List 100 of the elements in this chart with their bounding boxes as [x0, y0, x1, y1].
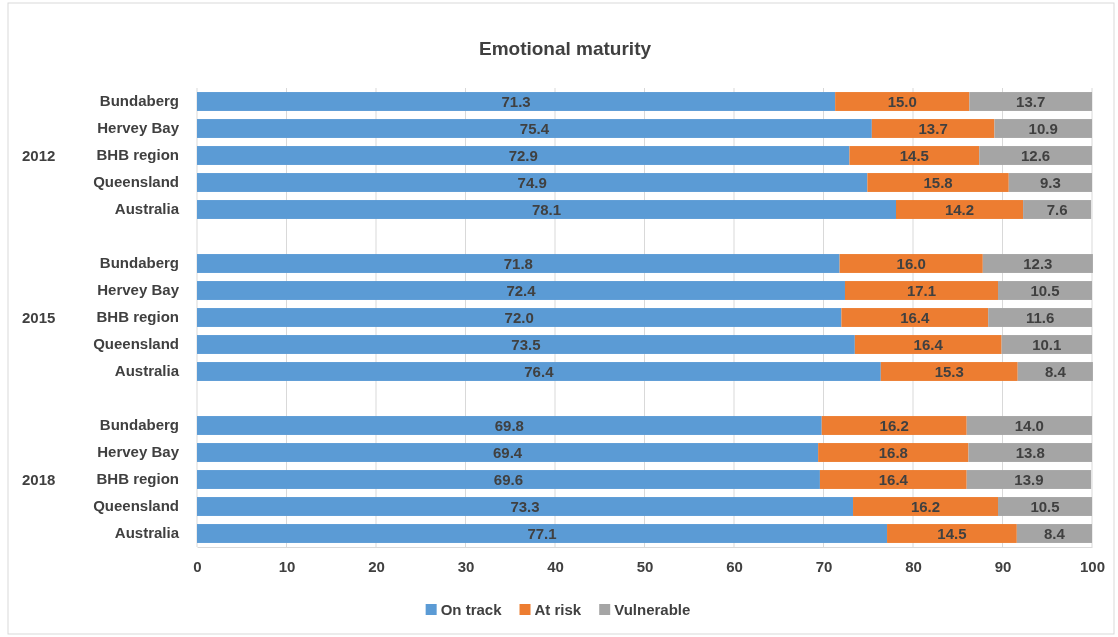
bar	[871, 119, 995, 138]
bar	[966, 416, 1092, 435]
chart-title: Emotional maturity	[478, 38, 652, 59]
bar	[197, 362, 881, 381]
legend-label: At risk	[534, 601, 582, 619]
bar	[197, 497, 854, 516]
data-label: 75.4	[519, 119, 550, 137]
data-label: 16.4	[900, 308, 931, 326]
bar	[839, 254, 983, 273]
bar	[994, 119, 1092, 138]
x-tick-label: 20	[368, 557, 385, 575]
bar	[197, 281, 845, 300]
text: 2012	[22, 146, 56, 164]
bar	[197, 443, 819, 462]
x-tick-label: 90	[994, 557, 1012, 575]
bar	[854, 335, 1002, 354]
bar	[968, 443, 1092, 462]
data-label: 72.9	[508, 146, 538, 164]
bar	[197, 173, 868, 192]
bar	[197, 92, 836, 111]
data-label: 15.8	[923, 173, 953, 191]
x-tick-label: 10	[278, 557, 296, 575]
bar	[1017, 362, 1093, 381]
data-label: 10.9	[1028, 119, 1058, 137]
y-tick-label: Bundaberg	[99, 92, 179, 110]
legend-label: Vulnerable	[614, 601, 691, 619]
data-label: 10.5	[1030, 497, 1060, 515]
data-label: 14.0	[1014, 416, 1044, 434]
data-label: 12.6	[1021, 146, 1051, 164]
data-label: 13.7	[918, 119, 948, 137]
bar	[1008, 173, 1092, 192]
y-tick-label: Hervey Bay	[97, 443, 180, 461]
text: 2015	[22, 308, 56, 326]
data-label: 16.4	[913, 335, 944, 353]
x-tick-label: 60	[726, 557, 743, 575]
data-label: 10.1	[1032, 335, 1062, 353]
data-label: 13.7	[1016, 92, 1046, 110]
bar	[982, 254, 1093, 273]
data-label: 74.9	[517, 173, 547, 191]
x-tick-label: 50	[636, 557, 654, 575]
data-label: 16.4	[878, 470, 909, 488]
bar	[969, 92, 1092, 111]
bar	[988, 308, 1092, 327]
y-tick-label: BHB region	[96, 146, 179, 164]
y-tick-label: BHB region	[96, 470, 179, 488]
data-label: 13.9	[1014, 470, 1044, 488]
data-label: 77.1	[527, 524, 557, 542]
bar	[979, 146, 1092, 165]
bar	[197, 470, 820, 489]
bar	[821, 416, 967, 435]
bar	[844, 281, 999, 300]
bar	[849, 146, 980, 165]
data-label: 7.6	[1046, 200, 1068, 218]
y-tick-label: Hervey Bay	[97, 281, 180, 299]
bar	[1016, 524, 1092, 543]
bar	[841, 308, 989, 327]
bar	[197, 416, 822, 435]
data-label: 8.4	[1044, 362, 1067, 380]
data-label: 17.1	[906, 281, 937, 299]
bar	[197, 308, 842, 327]
data-label: 69.4	[492, 443, 523, 461]
data-label: 71.3	[501, 92, 531, 110]
data-label: 14.2	[944, 200, 975, 218]
bar	[819, 470, 967, 489]
bar	[880, 362, 1018, 381]
data-label: 13.8	[1015, 443, 1045, 461]
data-label: 14.5	[899, 146, 929, 164]
bar	[1023, 200, 1092, 219]
y-tick-label: Queensland	[93, 173, 179, 191]
x-tick-label: 70	[815, 557, 833, 575]
data-label: 14.5	[937, 524, 967, 542]
y-tick-label: Australia	[114, 524, 180, 542]
bar	[197, 254, 840, 273]
bar	[1001, 335, 1092, 354]
data-label: 73.3	[510, 497, 540, 515]
x-tick-label: 100	[1079, 557, 1106, 575]
bar	[818, 443, 969, 462]
y-tick-label: Australia	[114, 200, 180, 218]
bar	[998, 497, 1092, 516]
bar	[197, 524, 888, 543]
bar	[998, 281, 1092, 300]
y-tick-label: Bundaberg	[99, 254, 179, 272]
data-label: 69.8	[494, 416, 524, 434]
legend-label: On track	[440, 601, 503, 619]
data-label: 73.5	[511, 335, 541, 353]
y-tick-label: BHB region	[96, 308, 179, 326]
data-label: 11.6	[1025, 308, 1055, 326]
y-tick-label: Hervey Bay	[97, 119, 180, 137]
data-label: 78.1	[531, 200, 562, 218]
bar	[896, 200, 1024, 219]
x-tick-label: 80	[905, 557, 922, 575]
x-tick-label: 40	[547, 557, 564, 575]
data-label: 16.8	[878, 443, 908, 461]
bar	[197, 119, 872, 138]
data-label: 15.3	[934, 362, 964, 380]
bar	[853, 497, 999, 516]
data-label: 9.3	[1039, 173, 1061, 191]
bar	[966, 470, 1092, 489]
x-tick-label: 0	[193, 557, 202, 575]
bar	[887, 524, 1017, 543]
